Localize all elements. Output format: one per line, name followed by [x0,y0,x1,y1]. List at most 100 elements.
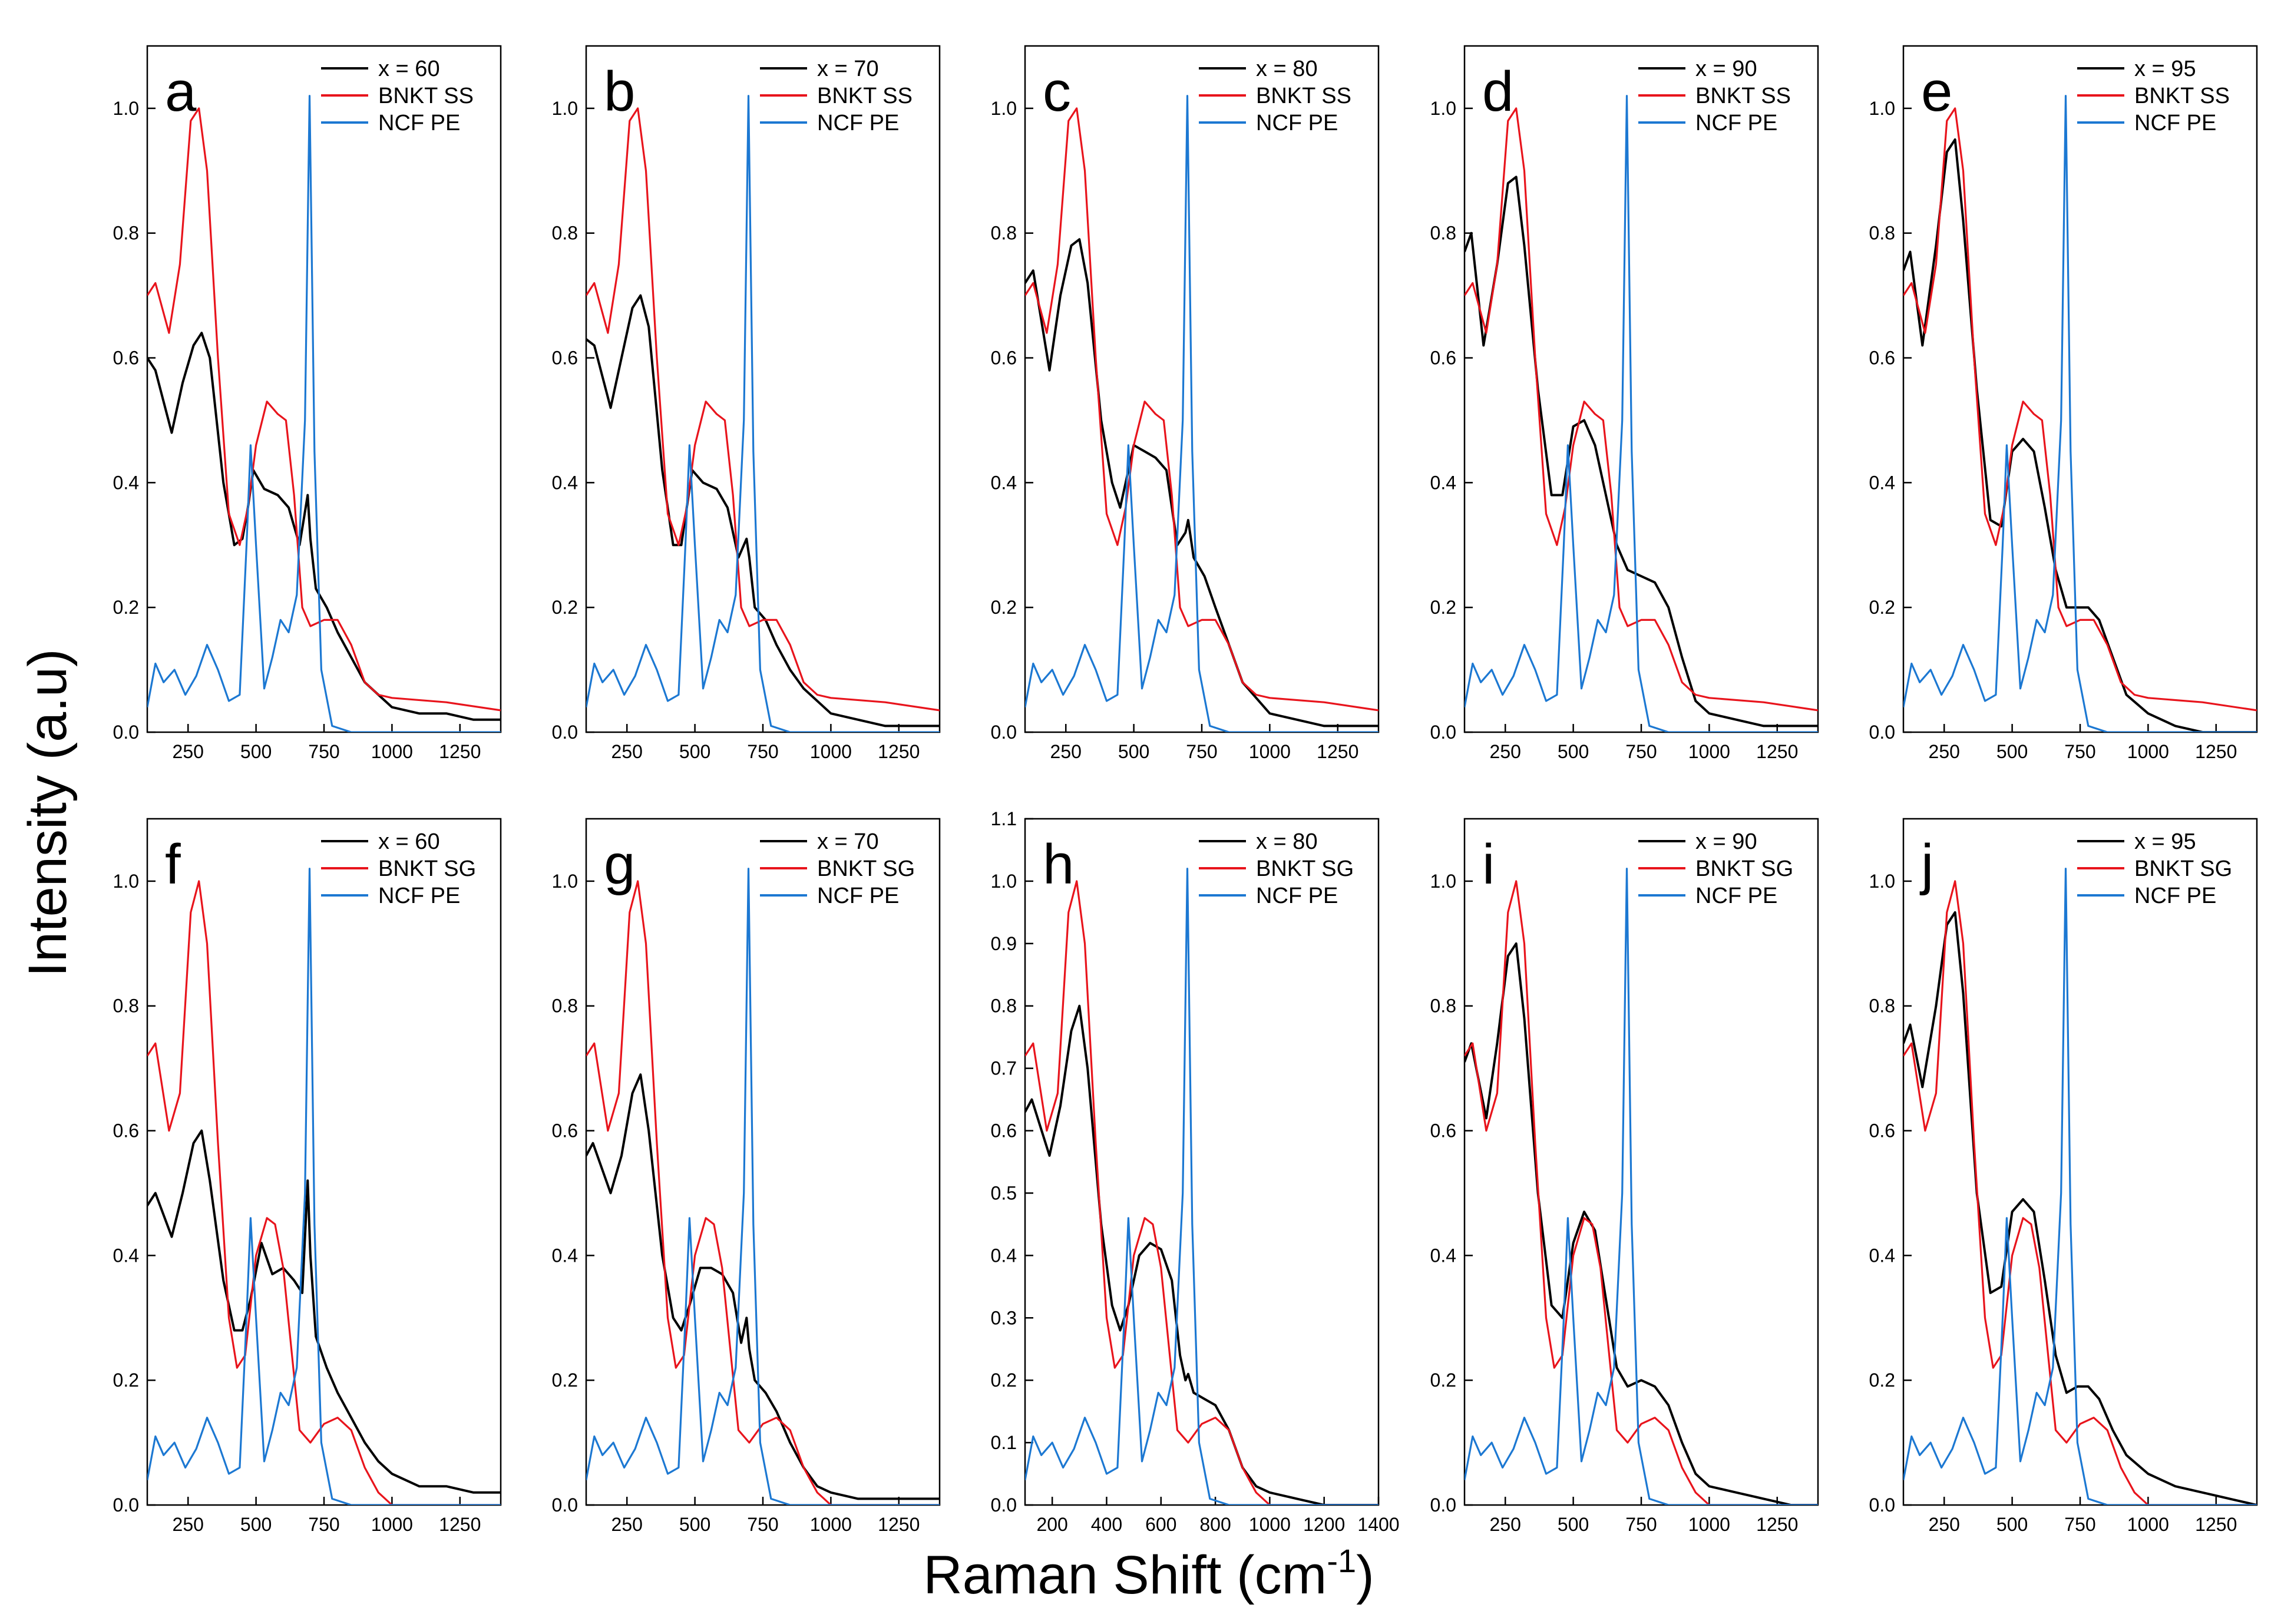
x-tick-label: 1000 [1249,741,1291,762]
panel-letter: d [1482,60,1513,123]
series-line-sample [586,1073,940,1500]
series-line-ncf [1025,868,1379,1505]
panel-i: 250 500 750 1000 1250 0.0 0.2 0.4 0.6 0.8 1.0 i x = … [1430,818,1819,1535]
legend-label: BNKT SS [2134,84,2230,108]
series-line-ncf [1903,868,2257,1505]
x-tick-label: 750 [1625,1514,1657,1535]
y-tick-label: 0.0 [991,1494,1017,1516]
x-tick-label: 750 [308,1514,339,1535]
legend-label: NCF PE [1256,884,1338,908]
y-tick-label: 0.2 [1869,597,1895,618]
panel-e: 250 500 750 1000 1250 0.0 0.2 0.4 0.6 0.8 1.0 e x = … [1869,45,2258,762]
series-line-sample [1465,942,1818,1505]
y-tick-label: 0.2 [552,1370,578,1391]
y-tick-label: 0.6 [991,348,1017,369]
y-tick-label: 0.2 [1869,1370,1895,1391]
x-tick-label: 500 [679,1514,710,1535]
series-line-sample [1025,1004,1379,1505]
panel-letter: b [604,60,635,123]
panel-letter: i [1482,833,1495,896]
x-tick-label: 1000 [810,1514,852,1535]
x-tick-label: 1400 [1357,1514,1399,1535]
series-line-ncf [1025,95,1379,732]
plot-frame [1024,45,1380,733]
legend-label: NCF PE [2134,111,2216,135]
series-line-bnkt [1025,880,1379,1505]
x-tick-label: 1250 [439,1514,481,1535]
y-tick-label: 0.6 [1430,1120,1456,1142]
y-tick-label: 0.4 [1869,1245,1895,1266]
series-line-sample [1025,238,1379,727]
x-tick-label: 250 [1490,741,1521,762]
y-tick-label: 0.6 [1869,348,1895,369]
x-tick-label: 1250 [878,741,920,762]
y-tick-label: 0.0 [1869,1494,1895,1516]
x-tick-label: 1200 [1303,1514,1345,1535]
y-tick-label: 0.0 [552,1494,578,1516]
x-tick-label: 1000 [2127,741,2169,762]
x-tick-label: 250 [611,741,643,762]
series-line-bnkt [147,880,501,1505]
x-tick-label: 1250 [878,1514,920,1535]
panel-j: 250 500 750 1000 1250 0.0 0.2 0.4 0.6 0.8 1.0 j x = … [1869,818,2258,1535]
panel-f: 250 500 750 1000 1250 0.0 0.2 0.4 0.6 0.8 1.0 f x = … [113,818,502,1535]
legend-label: NCF PE [378,111,460,135]
y-tick-label: 0.2 [1430,597,1456,618]
y-tick-label: 0.0 [991,722,1017,743]
series-line-bnkt [147,107,501,712]
panel-letter: c [1043,60,1071,123]
x-tick-label: 1250 [1317,741,1358,762]
panel-letter: a [165,60,197,123]
y-tick-label: 1.0 [991,98,1017,119]
series-line-bnkt [1903,880,2257,1505]
panel-letter: f [165,833,181,896]
y-tick-label: 1.0 [1869,871,1895,892]
legend-label: x = 95 [2134,829,2196,854]
y-tick-label: 1.0 [113,98,139,119]
x-tick-label: 500 [240,741,272,762]
legend-label: BNKT SG [1695,856,1793,881]
x-axis-title-end: ) [1356,1545,1374,1605]
x-tick-label: 250 [1490,1514,1521,1535]
y-tick-label: 0.9 [991,933,1017,954]
x-tick-label: 250 [611,1514,643,1535]
legend-label: x = 80 [1256,829,1318,854]
series-line-sample [1903,138,2257,732]
legend-label: BNKT SG [1256,856,1354,881]
panel-b: 250 500 750 1000 1250 0.0 0.2 0.4 0.6 0.8 1.0 b x = … [552,45,941,762]
x-tick-label: 1250 [1756,1514,1798,1535]
legend-label: BNKT SS [1695,84,1791,108]
y-tick-label: 0.0 [552,722,578,743]
x-tick-label: 250 [173,1514,204,1535]
y-tick-label: 1.0 [1869,98,1895,119]
x-tick-label: 750 [1186,741,1217,762]
plot-frame [585,45,941,733]
y-tick-label: 0.8 [113,223,139,244]
y-tick-label: 1.0 [552,871,578,892]
y-tick-label: 0.8 [552,995,578,1017]
x-tick-label: 500 [1118,741,1149,762]
panel-h: 200 400 600 800 1000 1200 1400 0.0 0.1 0.2 0.3 0.4 0… [991,808,1400,1535]
legend-label: BNKT SS [378,84,474,108]
x-tick-label: 750 [747,1514,778,1535]
x-tick-label: 500 [1558,741,1589,762]
series-line-sample [1465,176,1818,727]
y-tick-label: 1.1 [991,808,1017,829]
series-line-bnkt [586,880,940,1505]
x-tick-label: 1000 [1688,741,1730,762]
y-tick-label: 0.0 [113,1494,139,1516]
plot-frame [146,818,502,1506]
y-tick-label: 1.0 [113,871,139,892]
y-tick-label: 1.0 [991,871,1017,892]
y-tick-label: 0.2 [113,1370,139,1391]
legend-label: NCF PE [1256,111,1338,135]
panel-letter: g [604,833,635,896]
y-tick-label: 0.2 [991,597,1017,618]
y-tick-label: 0.1 [991,1432,1017,1453]
y-tick-label: 0.8 [113,995,139,1017]
y-axis-title: Intensity (a.u) [18,649,78,977]
x-tick-label: 250 [1929,741,1960,762]
panel-g: 250 500 750 1000 1250 0.0 0.2 0.4 0.6 0.8 1.0 g x = … [552,818,941,1535]
y-tick-label: 0.4 [1430,472,1456,493]
